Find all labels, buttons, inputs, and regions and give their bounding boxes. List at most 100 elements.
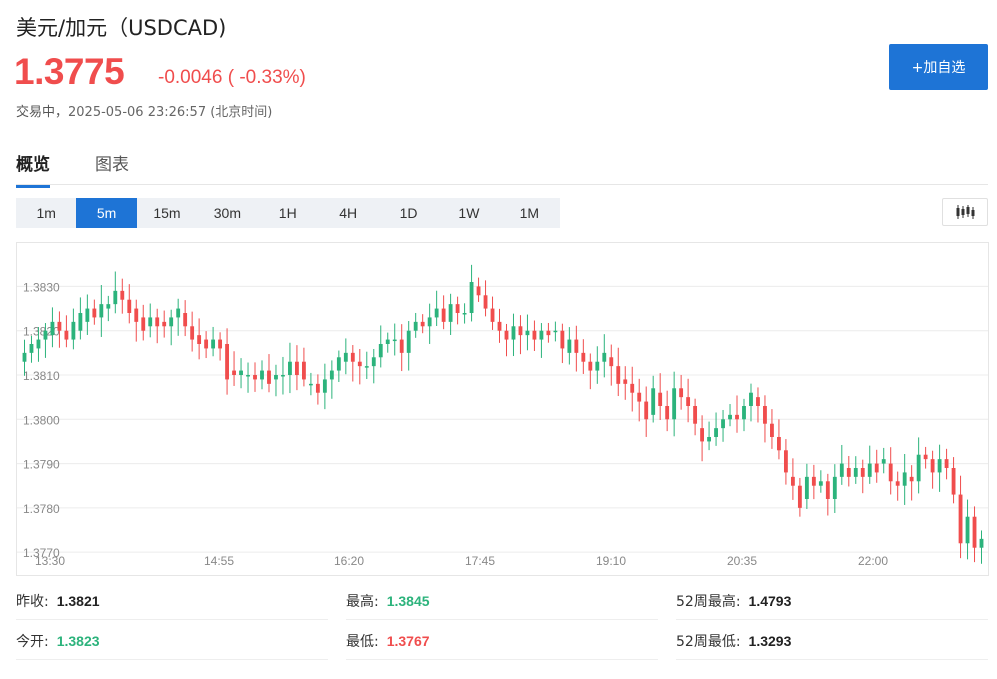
candle-body <box>735 414 739 420</box>
candle-body <box>120 290 125 300</box>
candle-body <box>134 308 139 322</box>
x-tick-label: 22:00 <box>858 554 888 568</box>
candle-body <box>825 481 830 499</box>
candle-body <box>322 379 327 393</box>
candle-body <box>176 308 181 318</box>
candle-body <box>78 313 83 331</box>
status-time: 2025-05-06 23:26:57 (北京时间) <box>68 105 273 120</box>
period-1m[interactable]: 1m <box>36 205 56 221</box>
x-tick-label: 23:2 <box>987 554 988 568</box>
stat-high: 最高: 1.3845 <box>346 582 658 620</box>
candle-body <box>546 330 551 336</box>
stat-value: 1.3293 <box>748 633 792 649</box>
candle-body <box>944 459 949 468</box>
candlestick-chart[interactable]: 1.3830 1.3820 1.3810 1.3800 1.3790 1.3780 1.37… <box>17 243 988 575</box>
candle-body <box>455 304 460 313</box>
candle-body <box>902 472 907 486</box>
candle-body <box>239 370 243 375</box>
candle-body <box>399 339 404 353</box>
candle-body <box>113 290 118 305</box>
candle-body <box>707 437 711 442</box>
candle-body <box>951 468 956 495</box>
period-5m[interactable]: 5m <box>76 198 137 228</box>
page-title: 美元/加元（USDCAD) <box>16 16 227 40</box>
candle-body <box>274 375 278 380</box>
candle-body <box>895 481 900 486</box>
x-tick-label: 13:30 <box>35 554 65 568</box>
x-tick-label: 17:45 <box>465 554 495 568</box>
candle-body <box>99 304 104 318</box>
add-to-watchlist-button[interactable]: +加自选 <box>889 44 988 90</box>
candle-body <box>448 304 453 322</box>
candle-body <box>162 321 167 327</box>
candle-body <box>232 370 236 375</box>
candle-body <box>881 459 886 464</box>
stat-label: 昨收: <box>16 594 49 610</box>
candle-body <box>169 317 174 327</box>
candle-body <box>588 361 593 371</box>
candle-body <box>714 428 718 437</box>
candle-body <box>790 476 795 486</box>
candle-body <box>308 383 313 386</box>
price-change: -0.0046 ( -0.33%) <box>158 67 306 88</box>
period-1d[interactable]: 1D <box>399 205 418 221</box>
candle-body <box>553 330 558 333</box>
period-1h[interactable]: 1H <box>278 205 297 221</box>
candle-body <box>148 317 153 327</box>
candle-body <box>923 454 928 460</box>
period-4h[interactable]: 4H <box>339 205 358 221</box>
candle-body <box>756 397 760 406</box>
candle-body <box>218 339 223 349</box>
stat-label: 52周最高: <box>676 594 741 610</box>
candle-body <box>644 401 649 420</box>
y-tick-label: 1.3830 <box>23 280 60 294</box>
period-30m[interactable]: 30m <box>213 205 241 221</box>
candle-body <box>930 459 935 473</box>
candle-body <box>539 330 544 340</box>
chart-type-button[interactable] <box>942 198 988 226</box>
candle-body <box>127 299 132 313</box>
candle-body <box>665 406 670 420</box>
candle-body <box>413 321 418 331</box>
candle-body <box>350 352 355 362</box>
candle-body <box>958 494 963 544</box>
candle-body <box>64 330 69 340</box>
stat-52w-high: 52周最高: 1.4793 <box>676 582 988 620</box>
candle-body <box>867 463 872 477</box>
stat-label: 最高: <box>346 594 379 610</box>
candle-body <box>804 476 809 499</box>
candle-body <box>728 414 732 420</box>
period-1mo[interactable]: 1M <box>519 205 540 221</box>
candle-body <box>965 516 970 544</box>
tab-overview[interactable]: 概览 <box>16 150 50 188</box>
candle-body <box>630 383 635 393</box>
candle-body <box>22 352 27 362</box>
candle-body <box>371 357 376 367</box>
period-1w[interactable]: 1W <box>458 205 480 221</box>
candle-body <box>420 321 425 327</box>
candle-body <box>818 481 823 486</box>
candle-body <box>532 330 537 340</box>
y-tick-label: 1.3790 <box>23 458 60 472</box>
candle-body <box>336 357 341 371</box>
candle-body <box>623 379 628 384</box>
candle-body <box>721 419 725 429</box>
price-chart[interactable]: 1.3830 1.3820 1.3810 1.3800 1.3790 1.3780 1.37… <box>16 242 989 576</box>
candle-body <box>92 308 97 318</box>
stat-value: 1.3767 <box>386 633 430 649</box>
stat-value: 1.3821 <box>56 593 100 609</box>
status-label: 交易中， <box>16 105 69 120</box>
candle-body <box>609 357 614 367</box>
candle-body <box>281 375 285 377</box>
candle-body <box>183 313 188 327</box>
period-15m[interactable]: 15m <box>153 205 181 221</box>
candle-body <box>700 428 705 442</box>
stat-low: 最低: 1.3767 <box>346 622 658 660</box>
candle-body <box>329 370 334 380</box>
candle-body <box>378 344 383 358</box>
tab-chart[interactable]: 图表 <box>95 155 129 175</box>
candle-body <box>574 339 579 353</box>
candle-body <box>874 463 879 473</box>
candle-body <box>469 282 474 313</box>
stat-value: 1.3823 <box>56 633 100 649</box>
